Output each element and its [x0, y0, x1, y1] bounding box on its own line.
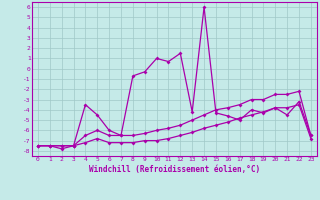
X-axis label: Windchill (Refroidissement éolien,°C): Windchill (Refroidissement éolien,°C)	[89, 165, 260, 174]
